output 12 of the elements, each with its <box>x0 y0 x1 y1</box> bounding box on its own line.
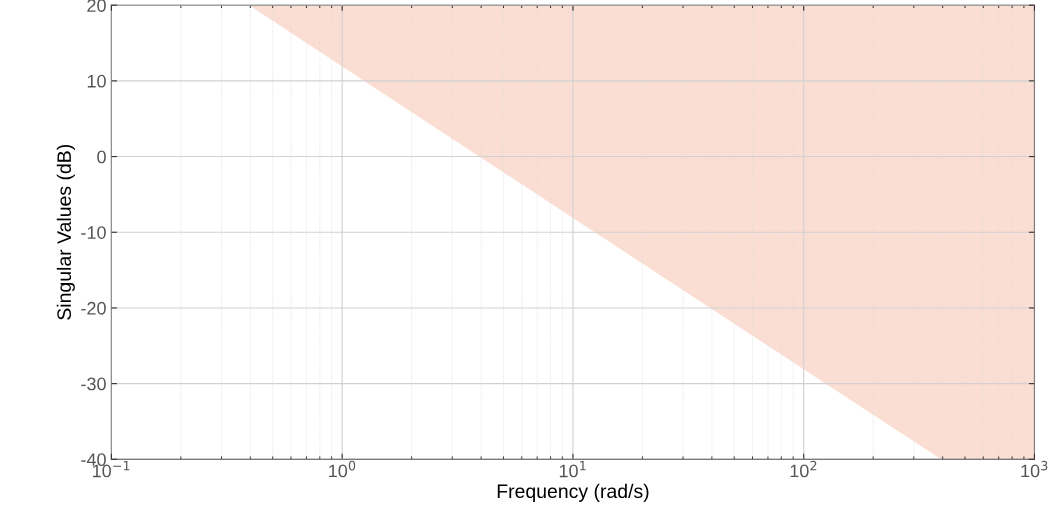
y-tick-label: 20 <box>87 0 106 12</box>
y-tick-label: -30 <box>81 377 106 391</box>
x-tick-label: 10$^{1}$ <box>559 461 586 478</box>
y-tick-label: -20 <box>81 301 106 315</box>
y-tick-label: 10 <box>87 74 106 88</box>
x-tick-label: 10$^{3}$ <box>1021 460 1048 478</box>
y-tick-label: -10 <box>81 226 106 239</box>
x-tick-label: 10$^{2}$ <box>790 460 817 478</box>
x-axis-title: Frequency (rad/s) <box>497 483 649 502</box>
y-axis-title: Singular Values (dB) <box>56 145 75 320</box>
y-tick-label: 0 <box>97 150 106 164</box>
x-tick-label: 10$^{0}$ <box>329 460 356 478</box>
